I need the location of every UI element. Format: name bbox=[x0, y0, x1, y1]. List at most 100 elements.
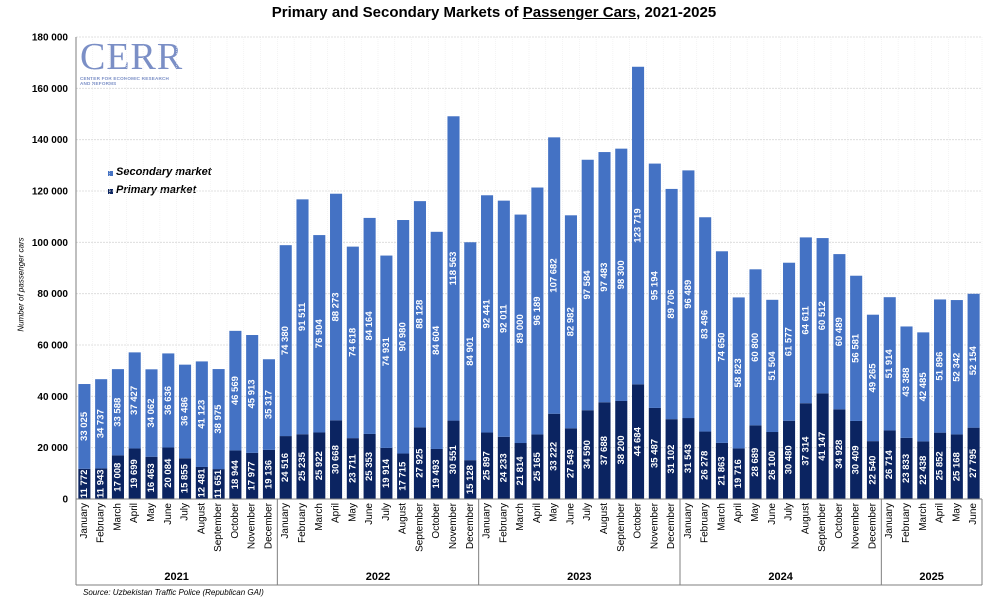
data-label-primary: 12 481 bbox=[196, 468, 207, 498]
data-label-primary: 11 651 bbox=[213, 469, 224, 498]
x-tick-label: January bbox=[280, 503, 291, 539]
data-label-secondary: 95 194 bbox=[649, 271, 660, 301]
bar-secondary bbox=[598, 152, 611, 403]
bar-primary bbox=[766, 432, 779, 499]
bar-primary bbox=[162, 447, 175, 499]
x-tick-label: February bbox=[297, 503, 308, 543]
bar-primary bbox=[900, 437, 913, 499]
data-label-secondary: 41 123 bbox=[196, 400, 207, 429]
x-tick-label: July bbox=[784, 503, 795, 521]
bar-secondary bbox=[866, 314, 879, 442]
year-label: 2023 bbox=[567, 571, 591, 583]
x-tick-label: May bbox=[750, 503, 761, 522]
bar-primary bbox=[464, 460, 477, 499]
x-tick-label: May bbox=[146, 503, 157, 522]
x-tick-label: June bbox=[364, 503, 375, 525]
y-tick-label: 140 000 bbox=[32, 135, 69, 146]
data-label-secondary: 56 581 bbox=[851, 333, 862, 363]
data-label-primary: 27 925 bbox=[414, 448, 425, 478]
y-tick-label: 100 000 bbox=[32, 238, 69, 249]
bar-primary bbox=[816, 393, 829, 499]
data-label-secondary: 97 483 bbox=[599, 263, 610, 292]
bar-secondary bbox=[833, 254, 846, 410]
data-label-secondary: 34 062 bbox=[146, 399, 157, 428]
data-label-secondary: 37 427 bbox=[129, 386, 140, 415]
data-label-primary: 19 136 bbox=[263, 460, 274, 489]
data-label-primary: 31 543 bbox=[683, 444, 694, 473]
bar-primary bbox=[95, 468, 108, 499]
y-tick-label: 160 000 bbox=[32, 84, 69, 95]
source-note: Source: Uzbekistan Traffic Police (Repub… bbox=[83, 588, 264, 597]
bar-secondary bbox=[464, 242, 477, 461]
data-label-primary: 16 463 bbox=[146, 463, 157, 492]
data-label-primary: 30 668 bbox=[331, 445, 342, 474]
x-tick-label: September bbox=[414, 502, 425, 552]
logo-subtitle: CENTER FOR ECONOMIC RESEARCH AND REFORMS bbox=[80, 76, 170, 86]
bar-primary bbox=[883, 430, 896, 499]
bar-secondary bbox=[749, 269, 762, 426]
bar-secondary bbox=[179, 364, 192, 459]
bar-secondary bbox=[548, 137, 561, 414]
bar-secondary bbox=[531, 187, 544, 435]
y-tick-label: 20 000 bbox=[37, 443, 68, 454]
x-tick-label: March bbox=[112, 503, 123, 531]
data-label-secondary: 64 611 bbox=[800, 305, 811, 334]
bar-primary bbox=[497, 436, 510, 499]
bar-secondary bbox=[430, 231, 443, 449]
bar-primary bbox=[648, 407, 661, 499]
x-tick-label: September bbox=[616, 502, 627, 552]
bar-secondary bbox=[229, 330, 242, 451]
x-tick-label: December bbox=[465, 502, 476, 549]
x-tick-label: February bbox=[96, 503, 107, 543]
x-tick-label: August bbox=[599, 503, 610, 534]
data-label-primary: 25 235 bbox=[297, 451, 308, 481]
x-tick-label: July bbox=[582, 503, 593, 521]
bar-secondary bbox=[715, 251, 728, 443]
data-label-secondary: 58 823 bbox=[733, 358, 744, 387]
bar-primary bbox=[598, 402, 611, 499]
data-label-primary: 15 855 bbox=[180, 463, 191, 493]
bar-secondary bbox=[413, 201, 426, 428]
bar-secondary bbox=[145, 369, 158, 457]
x-tick-label: February bbox=[498, 503, 509, 543]
bar-secondary bbox=[850, 275, 863, 421]
x-tick-label: December bbox=[263, 502, 274, 549]
data-label-secondary: 36 486 bbox=[180, 397, 191, 426]
bar-primary bbox=[111, 455, 124, 499]
bar-primary bbox=[179, 458, 192, 499]
data-label-primary: 38 200 bbox=[616, 435, 627, 464]
bar-secondary bbox=[481, 195, 494, 433]
data-label-secondary: 89 706 bbox=[666, 290, 677, 319]
bar-secondary bbox=[128, 352, 141, 449]
data-label-primary: 22 540 bbox=[867, 456, 878, 485]
legend-swatch-secondary bbox=[108, 171, 113, 176]
data-label-primary: 37 688 bbox=[599, 436, 610, 465]
bar-secondary bbox=[195, 361, 208, 467]
x-tick-label: March bbox=[918, 503, 929, 531]
bar-primary bbox=[715, 442, 728, 499]
x-tick-label: June bbox=[968, 503, 979, 525]
data-label-primary: 25 165 bbox=[532, 451, 543, 481]
bar-secondary bbox=[783, 262, 796, 421]
data-label-primary: 28 689 bbox=[750, 448, 761, 477]
x-tick-label: May bbox=[951, 503, 962, 522]
data-label-secondary: 83 496 bbox=[700, 310, 711, 339]
bar-primary bbox=[346, 438, 359, 499]
bar-primary bbox=[212, 469, 225, 499]
data-label-secondary: 88 273 bbox=[331, 292, 342, 321]
data-label-primary: 15 128 bbox=[465, 465, 476, 494]
bar-primary bbox=[749, 425, 762, 499]
x-tick-label: April bbox=[331, 503, 342, 523]
bar-primary bbox=[330, 420, 343, 499]
bar-primary bbox=[413, 427, 426, 499]
y-tick-label: 40 000 bbox=[37, 392, 68, 403]
x-tick-label: June bbox=[767, 503, 778, 525]
data-label-secondary: 52 342 bbox=[951, 353, 962, 382]
x-tick-label: April bbox=[532, 503, 543, 523]
bar-primary bbox=[246, 452, 259, 499]
data-label-secondary: 38 975 bbox=[213, 404, 224, 434]
logo-name: CERR bbox=[80, 36, 184, 78]
data-label-secondary: 60 512 bbox=[817, 301, 828, 330]
data-label-primary: 23 833 bbox=[901, 454, 912, 483]
data-label-primary: 21 863 bbox=[716, 456, 727, 485]
